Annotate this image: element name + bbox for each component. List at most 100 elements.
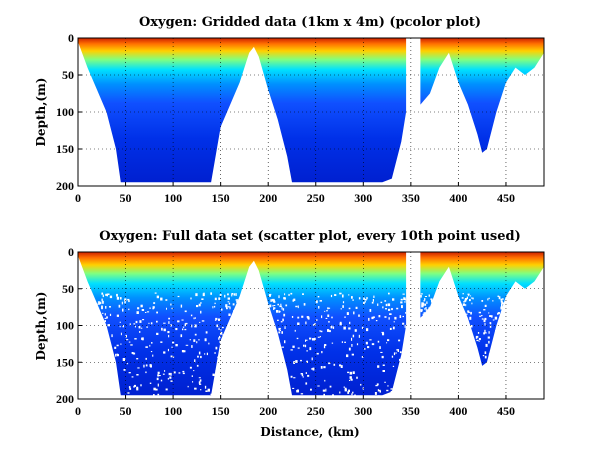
scatter-gap [136, 374, 139, 376]
scatter-gap [276, 310, 279, 313]
scatter-gap [387, 339, 390, 342]
y-tick-label: 150 [56, 142, 74, 156]
scatter-gap [400, 301, 403, 304]
scatter-gap [221, 326, 224, 329]
scatter-gap [478, 311, 481, 314]
scatter-gap [194, 359, 196, 363]
scatter-gap [403, 297, 406, 300]
scatter-gap [492, 300, 494, 302]
scatter-gap [328, 330, 331, 333]
scatter-gap [157, 374, 160, 377]
scatter-gap [315, 300, 318, 304]
scatter-gap [198, 351, 201, 355]
scatter-gap [340, 365, 343, 368]
scatter-gap [293, 298, 296, 301]
scatter-gap [424, 298, 426, 301]
scatter-gap [472, 297, 474, 300]
scatter-gap [154, 292, 157, 294]
scatter-gap [145, 357, 147, 360]
scatter-gap [297, 305, 299, 309]
scatter-gap [394, 316, 397, 320]
scatter-gap [156, 311, 158, 314]
scatter-gap [346, 354, 349, 358]
scatter-gap [306, 350, 308, 352]
scatter-gap [501, 298, 504, 300]
scatter-gap [334, 294, 337, 296]
grid-lines [78, 38, 544, 186]
scatter-gap [483, 332, 485, 335]
scatter-gap [366, 297, 368, 300]
scatter-gap [168, 317, 170, 320]
scatter-gap [352, 371, 355, 374]
scatter-gap [398, 339, 401, 342]
scatter-gap [462, 303, 465, 306]
scatter-gap [194, 387, 197, 390]
scatter-gap [373, 295, 375, 298]
scatter-gap [160, 297, 163, 301]
scatter-gap [170, 355, 173, 358]
grid-lines [78, 252, 544, 399]
scatter-gap [226, 307, 228, 310]
scatter-gap [324, 379, 326, 382]
scatter-gap [489, 315, 492, 317]
scatter-gap [489, 325, 492, 328]
scatter-gap [331, 316, 333, 319]
scatter-gap [349, 321, 351, 325]
scatter-gap [386, 342, 388, 344]
scatter-gap [294, 329, 296, 332]
scatter-gap [324, 310, 326, 312]
scatter-gap [318, 306, 320, 309]
x-tick-label: 250 [307, 404, 325, 418]
scatter-gap [488, 331, 490, 334]
scatter-gap [191, 345, 193, 348]
scatter-gap [114, 346, 117, 349]
scatter-gap [273, 298, 275, 301]
scatter-gap [150, 351, 153, 353]
scatter-gap [214, 297, 217, 301]
scatter-gap [139, 331, 141, 333]
scatter-gap [402, 315, 404, 318]
x-tick-label: 400 [449, 404, 467, 418]
scatter-gap [227, 306, 230, 308]
scatter-gap [355, 306, 358, 309]
scatter-gap [125, 334, 127, 338]
scatter-gap [170, 303, 172, 306]
scatter-gap [314, 323, 316, 326]
x-tick-label: 50 [120, 404, 132, 418]
scatter-gap [296, 337, 299, 340]
scatter-gap [317, 296, 320, 298]
scatter-gap [483, 309, 486, 311]
scatter-gap [484, 304, 487, 307]
scatter-gap [124, 298, 127, 302]
scatter-gap [293, 377, 296, 379]
scatter-gap [481, 300, 484, 302]
scatter-gap [467, 293, 470, 296]
scatter-gap [501, 302, 504, 305]
scatter-gap [106, 316, 108, 319]
scatter-gap [469, 295, 472, 297]
scatter-gap [269, 304, 272, 308]
scatter-gap [352, 299, 354, 301]
scatter-gap [291, 316, 294, 318]
scatter-gap [141, 309, 144, 311]
scatter-gap [290, 349, 293, 351]
scatter-gap [152, 306, 155, 309]
scatter-gap [288, 293, 290, 296]
scatter-gap [134, 384, 136, 387]
scatter-gap [297, 322, 300, 325]
scatter-gap [423, 300, 426, 302]
scatter-gap [284, 293, 286, 296]
scatter-gap [290, 292, 293, 295]
scatter-gap [484, 355, 487, 359]
x-tick-label: 450 [497, 191, 515, 205]
scatter-gap [172, 341, 175, 344]
scatter-gap [388, 317, 390, 320]
scatter-gap [494, 316, 498, 320]
scatter-gap [384, 381, 386, 383]
scatter-gap [471, 302, 473, 305]
scatter-gap [101, 292, 104, 295]
scatter-gap [312, 367, 315, 371]
scatter-gap [131, 352, 134, 354]
scatter-gap [148, 322, 150, 324]
scatter-gap [101, 298, 103, 302]
